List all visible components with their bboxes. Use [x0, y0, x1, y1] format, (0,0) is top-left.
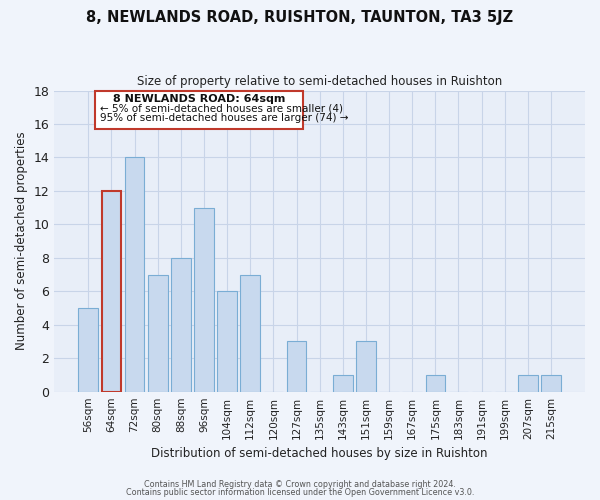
X-axis label: Distribution of semi-detached houses by size in Ruishton: Distribution of semi-detached houses by …	[151, 447, 488, 460]
Bar	[194, 208, 214, 392]
Y-axis label: Number of semi-detached properties: Number of semi-detached properties	[15, 132, 28, 350]
Text: 8 NEWLANDS ROAD: 64sqm: 8 NEWLANDS ROAD: 64sqm	[113, 94, 286, 104]
Bar	[171, 258, 191, 392]
Bar	[125, 158, 145, 392]
Title: Size of property relative to semi-detached houses in Ruishton: Size of property relative to semi-detach…	[137, 75, 502, 88]
Text: 8, NEWLANDS ROAD, RUISHTON, TAUNTON, TA3 5JZ: 8, NEWLANDS ROAD, RUISHTON, TAUNTON, TA3…	[86, 10, 514, 25]
Bar	[425, 375, 445, 392]
FancyBboxPatch shape	[95, 90, 304, 129]
Text: Contains public sector information licensed under the Open Government Licence v3: Contains public sector information licen…	[126, 488, 474, 497]
Bar	[333, 375, 353, 392]
Bar	[101, 191, 121, 392]
Bar	[241, 274, 260, 392]
Bar	[79, 308, 98, 392]
Bar	[356, 342, 376, 392]
Bar	[217, 292, 237, 392]
Text: 95% of semi-detached houses are larger (74) →: 95% of semi-detached houses are larger (…	[100, 113, 349, 123]
Text: ← 5% of semi-detached houses are smaller (4): ← 5% of semi-detached houses are smaller…	[100, 103, 343, 113]
Bar	[148, 274, 167, 392]
Bar	[287, 342, 307, 392]
Text: Contains HM Land Registry data © Crown copyright and database right 2024.: Contains HM Land Registry data © Crown c…	[144, 480, 456, 489]
Bar	[541, 375, 561, 392]
Bar	[518, 375, 538, 392]
